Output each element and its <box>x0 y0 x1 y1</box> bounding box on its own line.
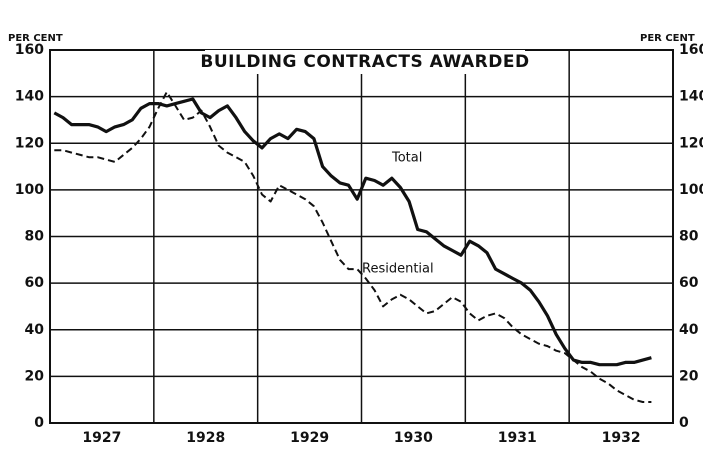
y2-tick-label: 40 <box>679 322 699 338</box>
chart-title: BUILDING CONTRACTS AWARDED <box>200 52 529 72</box>
y2-tick-label: 80 <box>679 229 699 245</box>
x-tick-label: 1927 <box>82 430 121 446</box>
y-tick-label: 80 <box>25 229 45 245</box>
y-tick-label: 140 <box>15 89 44 105</box>
y-tick-label: 100 <box>15 182 44 198</box>
y2-tick-label: 120 <box>679 135 703 151</box>
x-tick-label: 1929 <box>290 430 329 446</box>
y-tick-label: 20 <box>25 368 45 384</box>
x-tick-label: 1932 <box>602 430 641 446</box>
y2-tick-label: 100 <box>679 182 703 198</box>
series-line <box>53 97 652 367</box>
annotation: Total <box>391 151 422 166</box>
y2-tick-label: 160 <box>679 42 703 58</box>
y-tick-label: 160 <box>15 42 44 58</box>
y-axis-label: PER CENT <box>8 33 63 44</box>
y-tick-label: 120 <box>15 135 44 151</box>
x-tick-label: 1930 <box>394 430 433 446</box>
y2-tick-label: 60 <box>679 275 699 291</box>
x-tick-label: 1931 <box>498 430 537 446</box>
y2-tick-label: 140 <box>679 89 703 105</box>
y2-tick-label: 0 <box>679 415 689 431</box>
y-tick-label: 0 <box>34 415 44 431</box>
y-tick-label: 60 <box>25 275 45 291</box>
title-backdrop <box>205 50 525 74</box>
y2-tick-label: 20 <box>679 368 699 384</box>
y-tick-label: 40 <box>25 322 45 338</box>
series-line <box>54 91 652 403</box>
y2-axis-label: PER CENT <box>640 33 695 44</box>
annotation: Residential <box>362 262 434 277</box>
x-tick-label: 1928 <box>186 430 225 446</box>
